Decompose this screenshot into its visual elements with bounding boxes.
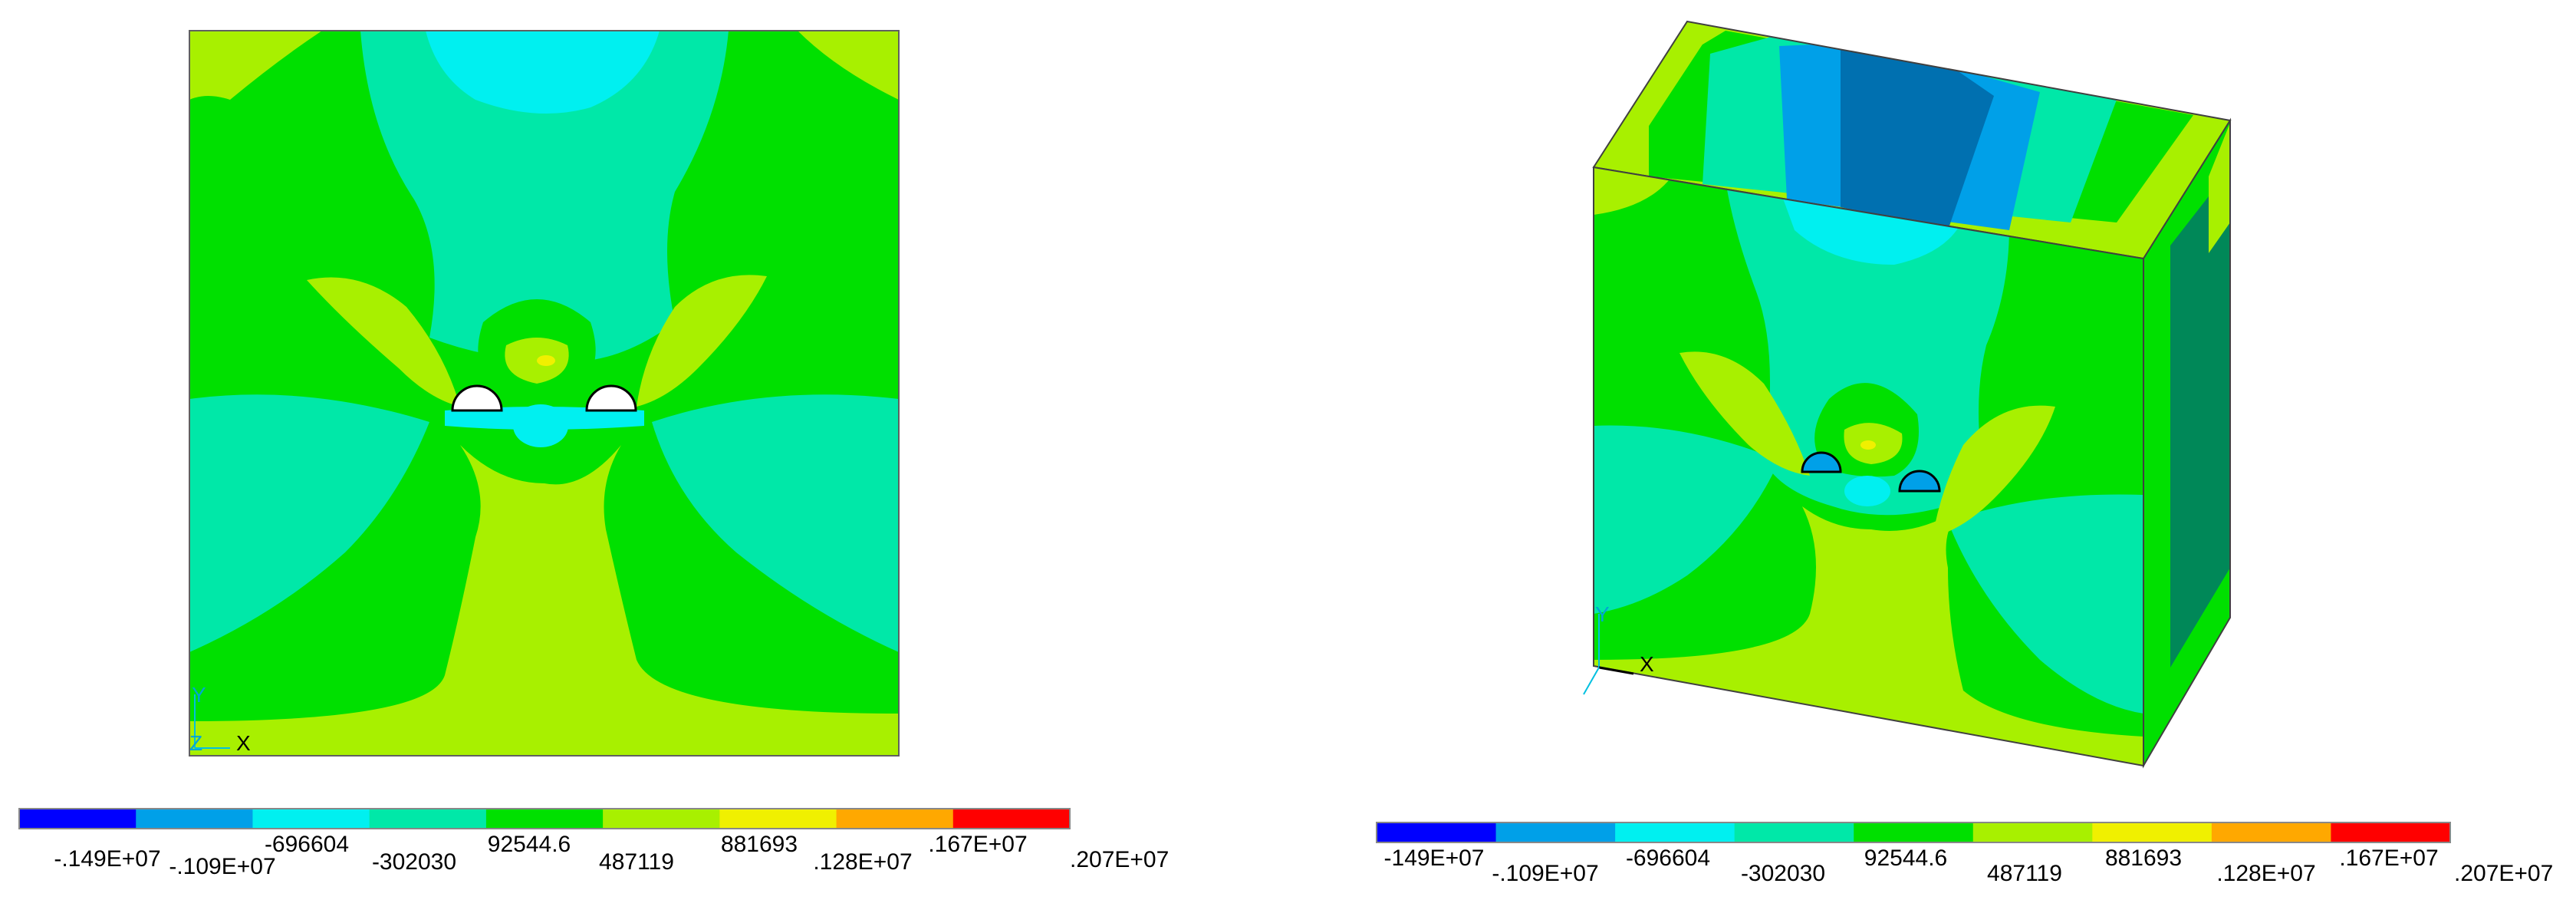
left-x-axis-label: X: [236, 731, 251, 755]
left-yellow-spot: [537, 355, 555, 366]
left-legend-label-7: 881693: [721, 832, 798, 857]
right-side-band-front: [2143, 215, 2170, 766]
right-hole-1: [1801, 451, 1842, 473]
right-legend-label-7: 881693: [2105, 846, 2182, 871]
right-legend-label-5: 92544.6: [1864, 846, 1947, 871]
right-legend-label-1: -149E+07: [1384, 846, 1485, 871]
right-front-wing-left: [1679, 351, 1810, 476]
right-hole-2: [1898, 470, 1941, 493]
right-side-band-dark: [2170, 169, 2230, 668]
right-legend-label-2: -.109E+07: [1492, 861, 1598, 886]
right-top-band-dark: [1841, 46, 1994, 230]
left-legend-label-3: -696604: [265, 832, 349, 857]
right-front-cyan-spot: [1844, 476, 1890, 506]
left-cyan-cap: [426, 31, 660, 114]
right-legend-label-10: .207E+07: [2454, 861, 2553, 886]
left-lower-stem: [189, 445, 899, 756]
left-legend-border: [18, 808, 1071, 829]
right-front-corner-band: [1594, 167, 1672, 215]
right-x-axis-label: X: [1640, 652, 1654, 676]
left-legend-swatch-2: [136, 809, 253, 829]
left-corner-band-tl: [189, 31, 322, 100]
right-legend-swatch-2: [1495, 822, 1616, 842]
right-3d-model: Y X: [1583, 20, 2232, 769]
right-legend-label-3: -696604: [1626, 846, 1710, 871]
right-legend-border: [1376, 822, 2451, 843]
left-legend-swatch-5: [485, 809, 604, 829]
right-legend-swatch-9: [2331, 822, 2451, 842]
right-legend: -149E+07 -.109E+07 -696604 -302030 92544…: [1376, 822, 2553, 886]
left-legend-swatch-9: [952, 809, 1071, 829]
right-legend-swatch-8: [2211, 822, 2331, 842]
right-side-face: [2143, 120, 2230, 766]
right-front-cyan-cap: [1779, 188, 1963, 265]
left-legend-label-8: .128E+07: [813, 849, 912, 875]
right-front-yellow-spot: [1860, 440, 1876, 450]
left-legend-label-9: .167E+07: [928, 832, 1027, 857]
right-legend-swatch-5: [1854, 822, 1974, 842]
left-hole-1: [451, 384, 503, 412]
left-legend-label-1: -.149E+07: [54, 846, 160, 872]
left-legend-swatch-7: [719, 809, 837, 829]
left-legend-label-10: .207E+07: [1070, 847, 1169, 872]
left-legend-label-4: -302030: [372, 849, 456, 875]
right-z-axis-line: [1583, 667, 1600, 695]
left-legend: -.149E+07 -.109E+07 -696604 -302030 9254…: [18, 808, 1169, 879]
left-legend-swatch-1: [19, 809, 137, 829]
left-hole-2: [585, 384, 637, 412]
left-legend-swatch-3: [252, 809, 370, 829]
left-legend-label-2: -.109E+07: [169, 854, 275, 879]
right-front-teal-lobe-right: [1948, 494, 2143, 714]
right-legend-label-6: 487119: [1987, 861, 2062, 886]
left-y-axis-label: Y: [192, 683, 206, 707]
right-legend-label-8: .128E+07: [2216, 861, 2315, 886]
left-wing-right: [637, 275, 767, 407]
left-teal-lobe-right: [652, 394, 899, 652]
left-legend-label-6: 487119: [599, 849, 674, 875]
right-y-axis-label: Y: [1595, 602, 1610, 626]
right-side-band-top: [2209, 123, 2230, 253]
left-teal-column: [360, 31, 729, 362]
right-legend-swatch-3: [1615, 822, 1735, 842]
right-top-edge-band: [1594, 21, 1714, 173]
right-front-teal-lobe-left: [1594, 425, 1779, 614]
right-legend-swatch-1: [1377, 822, 1497, 842]
left-legend-swatch-6: [603, 809, 720, 829]
left-teal-lobe-left: [189, 394, 429, 652]
left-legend-swatch-4: [369, 809, 487, 829]
left-cyan-spot: [513, 404, 568, 447]
right-front-wing-right: [1933, 405, 2055, 537]
left-wing-left: [307, 277, 460, 407]
right-x-axis-line: [1598, 666, 1634, 675]
right-legend-swatch-4: [1734, 822, 1854, 842]
left-legend-label-5: 92544.6: [488, 832, 571, 857]
right-front-outline: [1593, 166, 2144, 767]
right-legend-swatch-7: [2092, 822, 2212, 842]
right-legend-swatch-6: [1972, 822, 2093, 842]
right-legend-label-9: .167E+07: [2339, 846, 2438, 871]
left-legend-swatch-8: [836, 809, 954, 829]
left-plot-border: [189, 30, 900, 757]
left-corner-band-tr: [798, 31, 899, 100]
left-z-axis-label: Z: [189, 731, 202, 755]
right-front-teal-column: [1726, 180, 2009, 516]
right-legend-label-4: -302030: [1741, 861, 1825, 886]
left-contour-plot: Y Z X: [189, 30, 900, 757]
